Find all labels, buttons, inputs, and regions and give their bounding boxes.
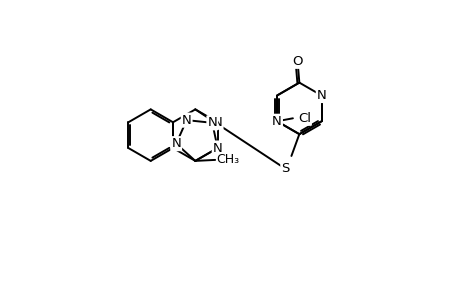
Text: S: S [281, 162, 289, 175]
Text: CH₃: CH₃ [216, 153, 239, 167]
Text: O: O [292, 55, 302, 68]
Text: N: N [181, 114, 191, 127]
Text: N: N [213, 116, 222, 129]
Text: N: N [207, 116, 217, 129]
Text: N: N [316, 89, 326, 102]
Text: N: N [171, 137, 181, 150]
Text: N: N [213, 142, 222, 154]
Text: N: N [272, 115, 281, 128]
Text: Cl: Cl [297, 112, 310, 125]
